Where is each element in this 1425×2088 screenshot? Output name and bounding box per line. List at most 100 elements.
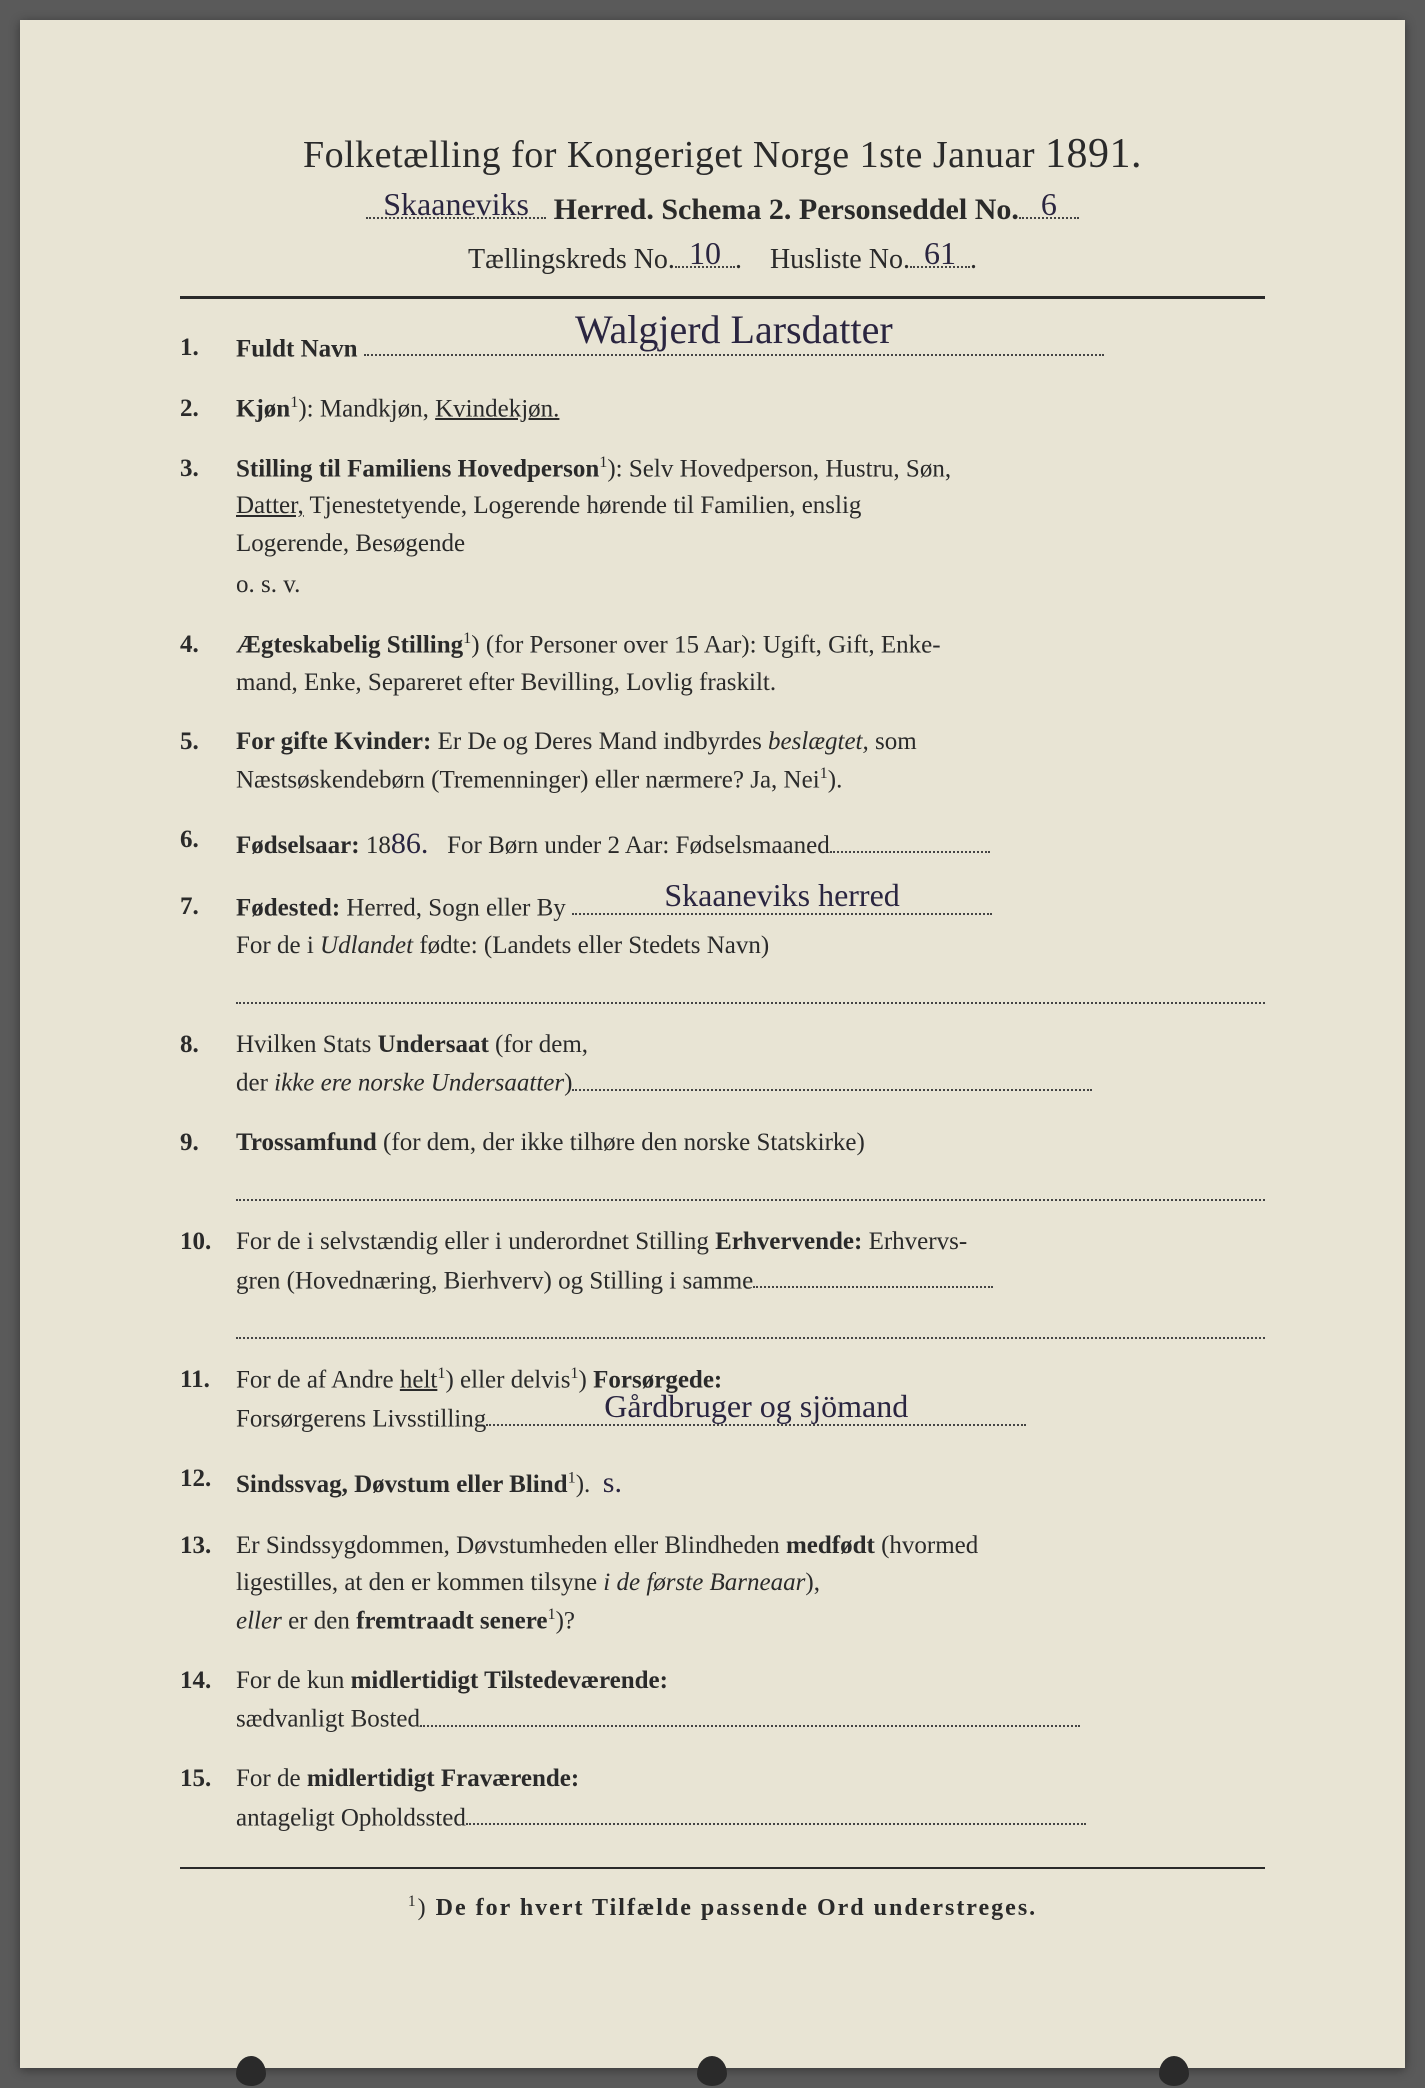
field-body: Er Sindssygdommen, Døvstumheden eller Bl… bbox=[236, 1527, 1265, 1640]
f4-l2: mand, Enke, Separeret efter Bevilling, L… bbox=[236, 669, 776, 696]
field-num: 6. bbox=[180, 821, 236, 859]
f7-label: Fødested: bbox=[236, 894, 340, 921]
f13-l1t: (hvormed bbox=[875, 1532, 978, 1559]
f5-l2: Næstsøskendebørn (Tremenninger) eller næ… bbox=[236, 766, 820, 793]
f4-l1t: ) (for Personer over 15 Aar): Ugift, Gif… bbox=[471, 631, 940, 658]
field-body: For de kun midlertidigt Tilstedeværende:… bbox=[236, 1662, 1265, 1739]
field-body: Fødested: Herred, Sogn eller By Skaanevi… bbox=[236, 888, 1265, 1004]
f11-hw: Gårdbruger og sjömand bbox=[486, 1382, 1026, 1430]
header-line3: Tællingskreds No.10. Husliste No.61. bbox=[180, 237, 1265, 276]
f13-l3t: )? bbox=[556, 1607, 575, 1634]
f11-l1a: For de af Andre bbox=[236, 1366, 400, 1393]
f7-fill: Skaaneviks herred bbox=[572, 888, 992, 916]
husliste-hw: 61 bbox=[910, 235, 970, 272]
f10-fill2 bbox=[236, 1312, 1265, 1340]
f5-l1e: som bbox=[869, 728, 917, 755]
f13-l2t: ), bbox=[805, 1569, 820, 1596]
field-12: 12. Sindssvag, Døvstum eller Blind1). s. bbox=[180, 1460, 1265, 1505]
field-14: 14. For de kun midlertidigt Tilstedevære… bbox=[180, 1662, 1265, 1739]
f8-l1b: (for dem, bbox=[489, 1031, 588, 1058]
f10-l1a: For de i selvstændig eller i underordnet… bbox=[236, 1228, 715, 1255]
f1-label: Fuldt Navn bbox=[236, 335, 358, 362]
f10-l2: gren (Hovednæring, Bierhverv) og Stillin… bbox=[236, 1267, 753, 1294]
fn-bold: De for hvert Tilfælde passende Ord under… bbox=[436, 1895, 1038, 1921]
field-13: 13. Er Sindssygdommen, Døvstumheden elle… bbox=[180, 1527, 1265, 1640]
f13-i2: i de første Barneaar bbox=[603, 1569, 805, 1596]
f8-i2: ikke ere norske Undersaatter bbox=[274, 1070, 564, 1097]
field-body: Fuldt Navn Walgjerd Larsdatter bbox=[236, 329, 1265, 368]
field-body: For gifte Kvinder: Er De og Deres Mand i… bbox=[236, 723, 1265, 798]
husliste-fill: 61 bbox=[910, 237, 970, 268]
herred-hw: Skaaneviks bbox=[366, 186, 546, 223]
f13-b1: medfødt bbox=[786, 1532, 875, 1559]
field-body: For de i selvstændig eller i underordnet… bbox=[236, 1223, 1265, 1339]
field-body: Fødselsaar: 1886. For Børn under 2 Aar: … bbox=[236, 821, 1265, 866]
f10-l1b: Erhvervs- bbox=[862, 1228, 967, 1255]
f2-text: ): Mandkjøn, bbox=[298, 395, 435, 422]
f11-fill: Gårdbruger og sjömand bbox=[486, 1399, 1026, 1427]
f7-fill2 bbox=[236, 976, 1265, 1004]
field-body: Stilling til Familiens Hovedperson1): Se… bbox=[236, 450, 1265, 604]
f7-l2: For de i bbox=[236, 932, 320, 959]
field-body: Sindssvag, Døvstum eller Blind1). s. bbox=[236, 1460, 1265, 1505]
top-rule bbox=[180, 296, 1265, 299]
f4-label: Ægteskabelig Stilling bbox=[236, 631, 463, 658]
taellingskreds-hw: 10 bbox=[675, 235, 735, 272]
f7-i2: Udlandet bbox=[320, 932, 413, 959]
schema-label: Schema 2. bbox=[661, 193, 791, 226]
f1-fill: Walgjerd Larsdatter bbox=[364, 329, 1104, 357]
f5-l1t: Er De og Deres Mand indbyrdes bbox=[431, 728, 768, 755]
f5-label: For gifte Kvinder: bbox=[236, 728, 431, 755]
f13-l3a: eller bbox=[236, 1607, 282, 1634]
f8-l2a: der bbox=[236, 1070, 274, 1097]
f11-s2: 1 bbox=[570, 1364, 578, 1382]
f6-hw: 86. bbox=[391, 827, 429, 860]
f2-label: Kjøn bbox=[236, 395, 290, 422]
f15-l2: antageligt Opholdssted bbox=[236, 1804, 466, 1831]
field-1: 1. Fuldt Navn Walgjerd Larsdatter bbox=[180, 329, 1265, 368]
field-9: 9. Trossamfund (for dem, der ikke tilhør… bbox=[180, 1124, 1265, 1201]
f11-l2: Forsørgerens Livsstilling bbox=[236, 1405, 486, 1432]
field-4: 4. Ægteskabelig Stilling1) (for Personer… bbox=[180, 626, 1265, 701]
tear-icon bbox=[697, 2056, 727, 2086]
f3-l1t: ): Selv Hovedperson, Hustru, Søn, bbox=[607, 455, 951, 482]
f5-l2e: ). bbox=[828, 766, 843, 793]
field-num: 10. bbox=[180, 1223, 236, 1261]
f5-i1: beslægtet, bbox=[768, 728, 869, 755]
field-6: 6. Fødselsaar: 1886. For Børn under 2 Aa… bbox=[180, 821, 1265, 866]
f12-label: Sindssvag, Døvstum eller Blind bbox=[236, 1471, 568, 1498]
fn-a: ) bbox=[418, 1895, 436, 1921]
f14-l1a: For de kun bbox=[236, 1667, 351, 1694]
f13-l1: Er Sindssygdommen, Døvstumheden eller Bl… bbox=[236, 1532, 786, 1559]
f15-label: midlertidigt Fraværende: bbox=[307, 1765, 579, 1792]
f13-sup: 1 bbox=[547, 1605, 555, 1623]
f7-l2t: fødte: (Landets eller Stedets Navn) bbox=[413, 932, 769, 959]
f15-fill bbox=[466, 1798, 1086, 1826]
field-num: 5. bbox=[180, 723, 236, 761]
f3-osv: o. s. v. bbox=[236, 566, 1265, 604]
header-title: Folketælling for Kongeriget Norge 1ste J… bbox=[180, 130, 1265, 178]
tear-icon bbox=[1159, 2056, 1189, 2086]
taellingskreds-fill: 10 bbox=[675, 237, 735, 268]
field-num: 8. bbox=[180, 1026, 236, 1064]
field-num: 11. bbox=[180, 1361, 236, 1399]
f14-l2: sædvanligt Bosted bbox=[236, 1706, 420, 1733]
field-num: 3. bbox=[180, 450, 236, 488]
header-line2: Skaaneviks Herred. Schema 2. Personsedde… bbox=[180, 186, 1265, 227]
bottom-rule bbox=[180, 1867, 1265, 1869]
f3-underlined: Datter, bbox=[236, 492, 304, 519]
field-5: 5. For gifte Kvinder: Er De og Deres Man… bbox=[180, 723, 1265, 798]
field-body: Trossamfund (for dem, der ikke tilhøre d… bbox=[236, 1124, 1265, 1201]
personseddel-hw: 6 bbox=[1019, 186, 1079, 223]
f2-underlined: Kvindekjøn. bbox=[435, 395, 559, 422]
f12-tail: ). bbox=[576, 1471, 591, 1498]
personseddel-label: Personseddel No. bbox=[799, 193, 1019, 226]
field-2: 2. Kjøn1): Mandkjøn, Kvindekjøn. bbox=[180, 390, 1265, 428]
husliste-label: Husliste No. bbox=[770, 244, 910, 275]
field-num: 15. bbox=[180, 1760, 236, 1798]
f6-fill bbox=[830, 825, 990, 853]
f9-text: (for dem, der ikke tilhøre den norske St… bbox=[377, 1129, 865, 1156]
f15-l1a: For de bbox=[236, 1765, 307, 1792]
field-num: 4. bbox=[180, 626, 236, 664]
field-7: 7. Fødested: Herred, Sogn eller By Skaan… bbox=[180, 888, 1265, 1004]
